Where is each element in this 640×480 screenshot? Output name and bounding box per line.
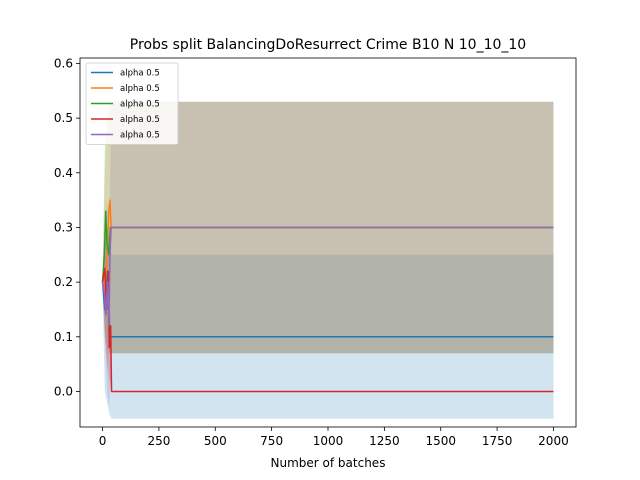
x-axis-ticks: 0 250 500 750 1000 1250 1500 1750 2000 xyxy=(99,427,569,448)
y-tick-label: 0.1 xyxy=(54,330,73,344)
y-tick-label: 0.3 xyxy=(54,220,73,234)
legend-label: alpha 0.5 xyxy=(120,100,160,110)
series-lines xyxy=(101,199,554,393)
x-tick-label: 500 xyxy=(204,434,227,448)
y-tick-label: 0.0 xyxy=(54,384,73,398)
x-tick-label: 1000 xyxy=(313,434,344,448)
y-axis-ticks: 0.0 0.1 0.2 0.3 0.4 0.5 0.6 xyxy=(54,56,80,398)
y-tick-label: 0.6 xyxy=(54,56,73,70)
y-tick-label: 0.5 xyxy=(54,111,73,125)
x-tick-label: 750 xyxy=(260,434,283,448)
x-tick-label: 0 xyxy=(99,434,107,448)
x-axis-label: Number of batches xyxy=(271,456,386,470)
series-5-band xyxy=(102,101,554,408)
series-1-band xyxy=(102,227,554,419)
legend: alpha 0.5 alpha 0.5 alpha 0.5 alpha 0.5 alph… xyxy=(85,62,179,145)
x-tick-label: 250 xyxy=(147,434,170,448)
x-tick-label: 1250 xyxy=(369,434,400,448)
chart-title: Probs split BalancingDoResurrect Crime B… xyxy=(130,37,526,53)
y-tick-label: 0.2 xyxy=(54,275,73,289)
legend-label: alpha 0.5 xyxy=(120,69,160,79)
legend-label: alpha 0.5 xyxy=(120,84,160,94)
x-tick-label: 1750 xyxy=(482,434,513,448)
y-tick-label: 0.4 xyxy=(54,166,73,180)
legend-label: alpha 0.5 xyxy=(120,115,160,125)
confidence-bands xyxy=(102,101,554,419)
series-5-line xyxy=(101,226,554,327)
legend-label: alpha 0.5 xyxy=(120,131,160,141)
x-tick-label: 2000 xyxy=(538,434,569,448)
series-2-band xyxy=(102,101,554,365)
legend-box xyxy=(85,62,179,145)
x-tick-label: 1500 xyxy=(425,434,456,448)
